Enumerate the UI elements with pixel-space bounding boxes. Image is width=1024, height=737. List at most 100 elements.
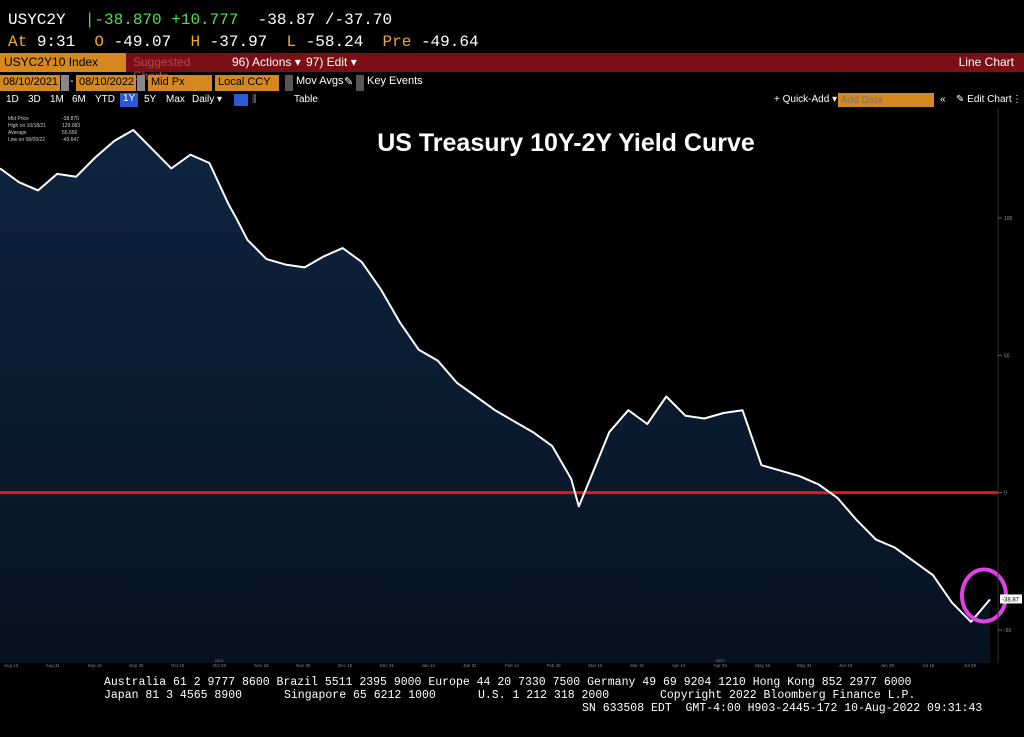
x-year-label: 2022 [716,658,726,663]
legend-mid: Mid Price [8,116,29,122]
x-tick-label: Mar 31 [630,663,645,668]
edit-menu[interactable]: 97) Edit ▾ [306,55,357,69]
x-tick-label: Aug 31 [46,663,61,668]
yield-curve-chart: 100 50 0 -50 -38.87 Aug 13 Aug 31 Sep 15 Sep 30 O… [0,108,1022,668]
x-tick-label: Jun 30 [881,663,895,668]
suggested-charts-button[interactable]: Suggested Charts [133,55,191,83]
area-fill [0,130,990,663]
quote-row-stats: At 9:31 O -49.07 H -37.97 L -58.24 Pre -… [8,32,479,52]
x-tick-label: Oct 29 [213,663,227,668]
open-label: O [94,33,105,51]
legend-mid-val: -38.870 [62,116,79,122]
start-date-field[interactable]: 08/10/2021 [0,75,60,91]
x-tick-label: Dec 15 [338,663,353,668]
timeframe-6m[interactable]: 6M [72,94,86,105]
calendar-icon[interactable] [137,75,145,91]
quick-add-button[interactable]: + Quick-Add ▾ [774,94,838,105]
quote-row-main: USYC2Y |-38.870 +10.777 -38.87 /-37.70 [8,10,392,30]
x-tick-label: Aug 13 [4,663,19,668]
timeframe-3d[interactable]: 3D [28,94,41,105]
x-tick-label: Jul 29 [964,663,977,668]
price-field-select[interactable]: Mid Px [148,75,212,91]
control-bar: 08/10/2021 - 08/10/2022 Mid Px Local CCY… [0,74,1024,92]
x-tick-label: Apr 14 [672,663,686,668]
chart-type-label[interactable]: Line Chart [958,55,1014,69]
actions-menu[interactable]: 96) Actions ▾ [232,55,301,69]
footer-singapore: Singapore 65 6212 1000 [284,689,436,702]
collapse-icon[interactable]: « [940,94,946,105]
last-price: |-38.870 [84,11,162,29]
pre-label: Pre [382,33,412,51]
toolbar: USYC2Y10 Index Suggested Charts 96) Acti… [0,53,1024,83]
legend-high-val: 129.083 [62,123,80,129]
add-data-input[interactable] [838,93,934,107]
x-tick-label: Sep 15 [87,663,102,668]
series-line [0,129,991,623]
currency-select[interactable]: Local CCY [215,75,279,91]
bar-style-icon[interactable]: ⫼ [252,94,257,105]
ask-mark: / [324,11,335,29]
table-button[interactable]: Table [294,94,318,105]
low-label: L [286,33,297,51]
pencil-icon[interactable]: ✎ [344,76,354,88]
footer-copyright: Copyright 2022 Bloomberg Finance L.P. [660,689,916,702]
x-tick-label: Jan 31 [463,663,477,668]
x-tick-label: Feb 14 [505,663,520,668]
footer-contacts-line1: Australia 61 2 9777 8600 Brazil 5511 239… [104,676,912,689]
footer-session-info: SN 633508 EDT GMT-4:00 H903-2445-172 10-… [582,702,983,715]
last-value-tag-label: -38.87 [1002,597,1020,603]
edit-chart-button[interactable]: ✎ Edit Chart [956,94,1012,105]
frequency-select[interactable]: Daily ▾ [192,94,223,105]
legend-low: Low on 08/09/22 [8,137,45,143]
footer-us: U.S. 1 212 318 2000 [478,689,610,702]
x-tick-label: Jun 15 [839,663,853,668]
x-tick-label: May 31 [797,663,812,668]
high-label: H [190,33,201,51]
x-tick-label: Apr 29 [714,663,728,668]
last-value-tag-bg [1000,594,1022,604]
timeframe-1d[interactable]: 1D [6,94,19,105]
time-label: At [8,33,28,51]
timeframe-5y[interactable]: 5Y [144,94,157,105]
chart-area[interactable]: 100 50 0 -50 -38.87 Aug 13 Aug 31 Sep 15 Sep 30 O… [0,108,1024,678]
key-events-label[interactable]: Key Events [367,75,423,87]
key-events-checkbox[interactable] [356,75,364,91]
mov-avgs-label[interactable]: Mov Avgs [296,75,344,87]
last-value-tag: -38.87 [1000,594,1022,604]
timeframe-1m[interactable]: 1M [50,94,64,105]
x-tick-label: Dec 31 [380,663,395,668]
calendar-icon[interactable] [61,75,69,91]
y-tick-label: 100 [1004,216,1013,222]
timeframe-bar: 1D 3D 1M 6M YTD 1Y 5Y Max Daily ▾ ⫼ Tabl… [0,92,1024,108]
x-tick-label: Jul 15 [922,663,935,668]
x-year-label: 2021 [215,658,225,663]
ask: -37.70 [334,11,393,29]
mov-avgs-checkbox[interactable] [285,75,293,91]
x-tick-label: Nov 30 [296,663,311,668]
end-date-field[interactable]: 08/10/2022 [76,75,136,91]
net-change: +10.777 [171,11,239,29]
timeframe-1y[interactable]: 1Y [120,93,139,107]
x-tick-label: Sep 30 [129,663,144,668]
footer: Australia 61 2 9777 8600 Brazil 5511 239… [0,676,1024,737]
line-style-icon[interactable] [234,94,248,106]
low: -58.24 [305,33,364,51]
open: -49.07 [113,33,172,51]
ticker-field[interactable]: USYC2Y10 Index [0,53,126,72]
legend-low-val: -49.647 [62,137,79,143]
symbol[interactable]: USYC2Y [8,11,66,29]
timeframe-ytd[interactable]: YTD [95,94,115,105]
chart-legend: Mid Price -38.870 High on 10/18/21 129.0… [6,112,82,152]
x-tick-label: May 16 [755,663,770,668]
more-icon[interactable]: ⋮ [1012,94,1022,105]
legend-avg: Average [8,130,27,136]
y-tick-label: 0 [1004,491,1007,497]
timeframe-max[interactable]: Max [166,94,185,105]
time: 9:31 [36,33,76,51]
x-tick-label: Nov 15 [254,663,269,668]
y-tick-label: -50 [1004,628,1011,634]
x-tick-label: Mar 15 [588,663,603,668]
bid: -38.87 [257,11,316,29]
legend-high: High on 10/18/21 [8,123,46,129]
chart-title: US Treasury 10Y-2Y Yield Curve [377,129,755,157]
